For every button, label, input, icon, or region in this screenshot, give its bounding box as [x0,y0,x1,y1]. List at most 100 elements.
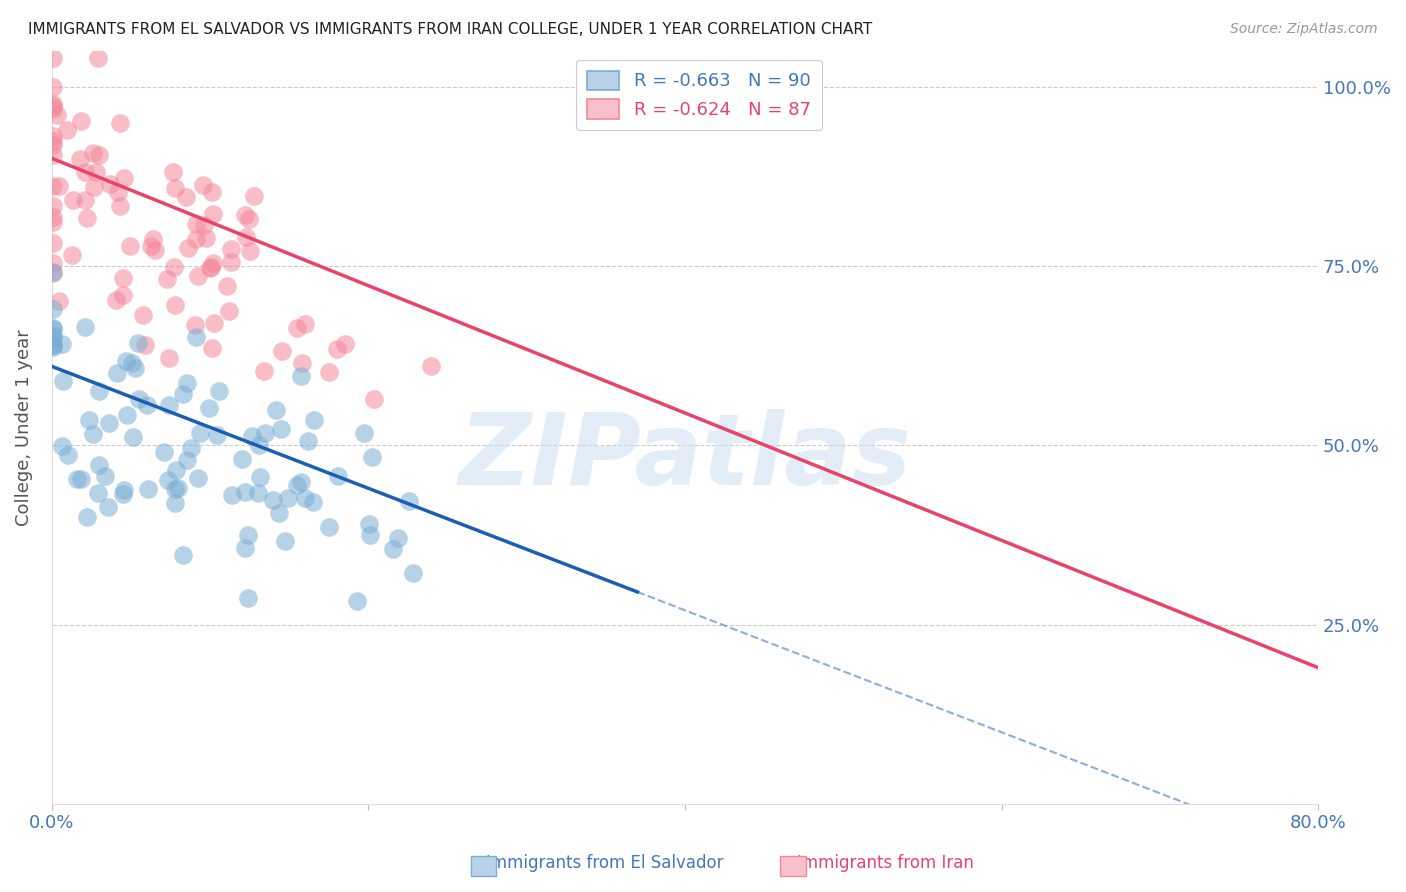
Point [42,148,65,162]
Point [249,470,271,484]
Point [122,430,145,444]
Point [235,484,257,499]
Point [42,340,65,354]
Point [48,293,70,308]
Point [87,458,110,472]
Point [42,129,65,144]
Point [274,534,297,549]
Point [353,426,375,441]
Point [69,114,91,128]
Point [197,401,219,416]
Point [187,471,209,485]
Point [285,321,308,335]
Point [45,108,67,122]
Point [42,134,65,148]
Point [198,260,221,275]
Point [51,336,73,351]
Point [42,137,65,152]
Point [163,482,186,496]
Legend: R = -0.663   N = 90, R = -0.624   N = 87: R = -0.663 N = 90, R = -0.624 N = 87 [576,60,821,130]
Point [136,482,159,496]
Point [235,208,257,222]
Point [172,548,194,562]
Point [277,491,299,505]
Point [294,317,316,331]
Point [157,398,180,412]
Point [177,241,200,255]
Point [136,398,159,412]
Point [238,528,260,542]
Point [165,298,187,312]
Point [87,384,110,398]
Point [114,354,136,368]
Point [360,450,382,464]
Point [42,99,65,113]
Point [318,365,340,379]
Point [302,494,325,508]
Point [42,103,65,117]
Point [112,288,135,302]
Point [42,51,65,65]
Point [42,321,65,335]
Point [190,426,212,441]
Point [66,472,89,486]
Point [176,453,198,467]
Point [221,488,243,502]
Text: Immigrants from Iran: Immigrants from Iran [797,855,974,872]
Point [56,123,79,137]
Point [42,338,65,352]
Point [104,293,127,307]
Point [246,486,269,500]
Point [180,441,202,455]
Point [157,473,180,487]
Point [143,243,166,257]
Point [42,301,65,316]
Point [73,165,96,179]
Point [75,319,97,334]
Point [98,416,121,430]
Point [266,403,288,417]
Point [218,304,240,318]
Text: ZIPatlas: ZIPatlas [458,409,911,506]
Point [201,341,224,355]
Point [62,193,84,207]
Point [112,483,135,497]
Point [191,178,214,193]
Point [208,384,231,398]
Point [76,211,98,225]
Point [243,188,266,202]
Point [118,239,141,253]
Point [174,190,197,204]
Point [56,449,79,463]
Point [202,207,225,221]
Point [387,532,409,546]
Point [157,351,180,366]
Point [172,387,194,401]
Point [87,485,110,500]
Point [167,482,190,496]
Point [363,392,385,407]
Point [294,491,316,505]
Point [290,475,312,490]
Point [69,472,91,486]
Point [285,478,308,492]
Point [48,178,70,193]
Text: Immigrants from El Salvador: Immigrants from El Salvador [486,855,723,872]
Point [162,165,184,179]
Point [165,463,187,477]
Point [82,145,104,160]
Point [202,316,225,330]
Point [83,180,105,194]
Point [270,422,292,436]
Point [201,185,224,199]
Point [419,359,441,373]
Y-axis label: College, Under 1 year: College, Under 1 year [15,329,32,525]
Point [233,541,256,555]
Point [239,244,262,258]
Point [82,427,104,442]
Point [142,232,165,246]
Point [156,272,179,286]
Point [290,368,312,383]
Point [326,469,349,483]
Point [51,439,73,453]
